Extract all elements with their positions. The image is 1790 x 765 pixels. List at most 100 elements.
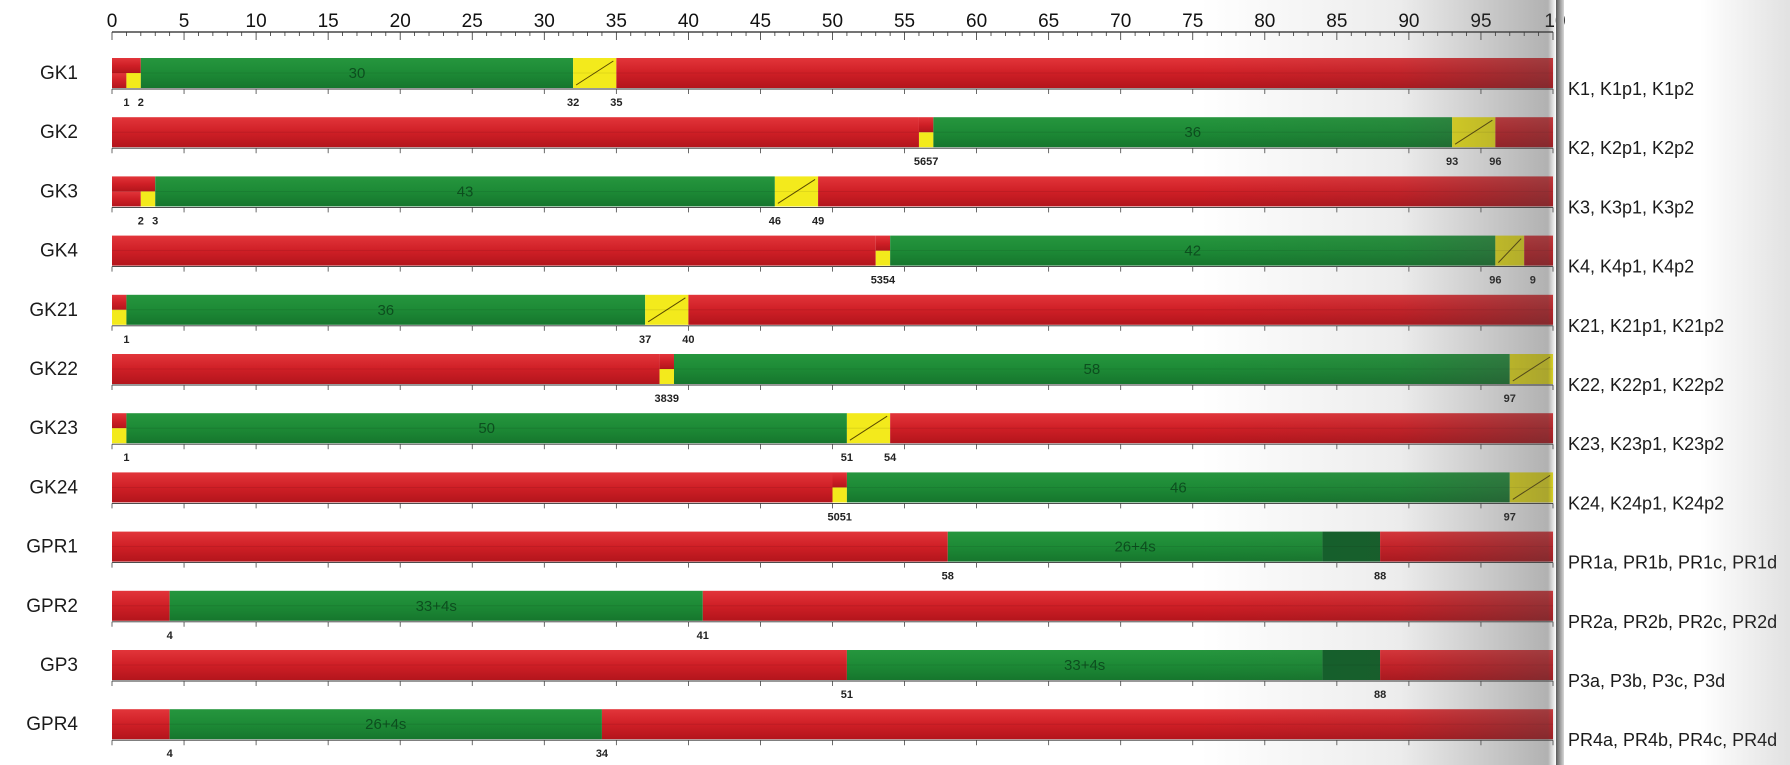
row-gk3: GK3 43 2 3 46 49 K3, K3p1, K3p2: [40, 176, 1694, 227]
segment-slash: [849, 415, 888, 441]
row-gk21: GK21 36 1 37 40 K21, K21p1, K21p2: [29, 294, 1724, 346]
x-tick-label: 10: [246, 11, 267, 32]
segment-label: 33+4s: [416, 598, 457, 615]
bar-segment-green: [155, 176, 775, 207]
bar-segment-red: [112, 413, 127, 429]
row-label: GK4: [40, 241, 78, 262]
bar-segment-red: [659, 354, 674, 369]
bar-segment-dark_green: [1322, 531, 1381, 562]
position-label: 96: [1489, 156, 1501, 168]
bar-segment-yellow: [112, 428, 127, 444]
bar-segment-red: [1380, 531, 1553, 562]
bar-segment-green: [846, 472, 1510, 503]
bar-segment-yellow: [112, 309, 127, 325]
row-right-label: K22, K22p1, K22p2: [1568, 375, 1724, 395]
row-label: GK3: [40, 181, 78, 202]
position-label: 97: [1504, 393, 1516, 405]
x-tick-label: 10: [1544, 11, 1565, 32]
segment-slash: [1497, 238, 1522, 263]
position-label: 40: [682, 334, 694, 346]
bar-segment-yellow: [140, 191, 156, 207]
x-tick-label: 25: [462, 11, 483, 32]
bar-segment-green: [140, 58, 574, 88]
row-right-label: P3a, P3b, P3c, P3d: [1568, 671, 1725, 691]
row-gpr2: GPR2 33+4s 4 41 PR2a, PR2b, PR2c, PR2d: [26, 590, 1777, 642]
bar-segment-red: [112, 294, 127, 310]
row-right-label: K2, K2p1, K2p2: [1568, 138, 1694, 158]
x-tick-label: 20: [390, 11, 411, 32]
position-label: 1: [123, 452, 129, 464]
position-label: 1: [123, 97, 129, 109]
x-tick-label: 30: [534, 11, 555, 32]
row-label: GK24: [29, 477, 78, 498]
bar-segment-yellow: [875, 250, 891, 266]
bar-segment-red: [875, 235, 891, 251]
x-tick-label: 95: [1470, 11, 1491, 32]
bar-segment-red: [832, 472, 847, 488]
position-label: 51: [841, 452, 853, 464]
bar-segment-red: [616, 58, 1553, 88]
position-label: 4: [167, 630, 174, 642]
segment-slash: [1512, 356, 1551, 382]
bar-segment-green: [933, 117, 1453, 148]
segment-label: 58: [1084, 361, 1101, 378]
segment-slash: [1454, 119, 1493, 145]
bar-segment-red: [112, 709, 170, 740]
bar-segment-red: [601, 709, 1553, 740]
x-tick-label: 70: [1110, 11, 1131, 32]
row-gpr1: GPR1 26+4s 58 88 PR1a, PR1b, PR1c, PR1d: [26, 531, 1777, 583]
position-label: 88: [1374, 571, 1386, 583]
row-label: GK22: [29, 359, 78, 380]
x-tick-label: 55: [894, 11, 915, 32]
segment-slash: [575, 60, 614, 86]
x-tick-label: 85: [1326, 11, 1347, 32]
segment-label: 42: [1184, 243, 1201, 260]
bar-segment-yellow: [832, 487, 847, 503]
bar-segment-red: [1495, 117, 1553, 148]
bar-segment-red: [112, 531, 948, 562]
row-gk24: GK24 46 5051 97 K24, K24p1, K24p2: [29, 472, 1724, 523]
bar-segment-red: [112, 191, 141, 207]
position-label: 93: [1446, 156, 1458, 168]
row-right-label: K3, K3p1, K3p2: [1568, 197, 1694, 217]
x-tick-label: 60: [966, 11, 987, 32]
position-label: 35: [610, 97, 622, 109]
row-label: GP3: [40, 655, 78, 676]
bar-segment-yellow: [659, 369, 674, 384]
bar-segment-green: [890, 235, 1496, 266]
position-label: 3839: [655, 393, 679, 405]
x-axis: 0 5 10 15 20 25 30 35 40 45 50 55 60 65 70 75 80 85 90 95 10: [107, 11, 1566, 40]
bar-segment-red: [112, 590, 170, 621]
row-right-label: K23, K23p1, K23p2: [1568, 434, 1724, 454]
position-label: 1: [123, 334, 129, 346]
position-label: 58: [942, 571, 954, 583]
x-tick-label: 45: [750, 11, 771, 32]
segment-slash: [1512, 474, 1551, 500]
row-label: GK2: [40, 122, 78, 143]
row-label: GK1: [40, 63, 78, 84]
bar-segment-red: [688, 294, 1553, 325]
position-label: 4: [167, 748, 174, 760]
row-label: GK23: [29, 418, 78, 439]
bar-segment-red: [702, 590, 1553, 621]
bar-segment-dark_green: [1322, 650, 1381, 680]
position-label: 5354: [871, 275, 896, 287]
position-label: 96: [1489, 275, 1501, 287]
position-label: 46: [769, 215, 781, 227]
segment-label: 30: [349, 65, 366, 82]
x-tick-label: 90: [1398, 11, 1419, 32]
row-label: GPR2: [26, 596, 78, 617]
segment-label: 50: [478, 420, 495, 437]
position-label: 37: [639, 334, 651, 346]
x-tick-label: 0: [107, 11, 118, 32]
bar-segment-red: [112, 354, 660, 384]
bar-segment-red: [112, 235, 876, 266]
x-tick-label: 75: [1182, 11, 1203, 32]
segment-label: 26+4s: [365, 716, 406, 733]
position-label: 2: [138, 215, 144, 227]
row-right-label: PR2a, PR2b, PR2c, PR2d: [1568, 612, 1777, 632]
x-tick-label: 80: [1254, 11, 1275, 32]
position-label: 3: [152, 215, 158, 227]
position-label: 34: [596, 748, 609, 760]
